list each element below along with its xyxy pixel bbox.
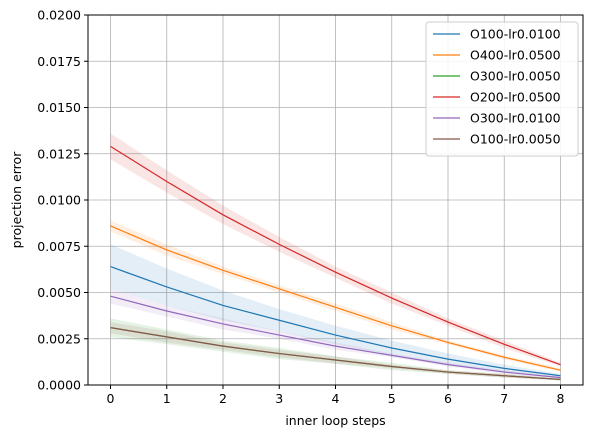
legend: O100-lr0.0100 O400-lr0.0500 O300-lr0.0050 O… xyxy=(425,21,579,157)
y-tick-label: 0.0125 xyxy=(37,146,81,161)
x-tick-label: 7 xyxy=(500,391,508,406)
x-tick-label: 5 xyxy=(388,391,396,406)
y-axis-ticks: 0.0000 0.0025 0.0050 0.0075 0.0100 0.0125 0.01… xyxy=(37,8,88,393)
legend-entry: O300-lr0.0100 xyxy=(470,111,561,126)
y-tick-label: 0.0025 xyxy=(37,331,81,346)
y-axis-label: projection error xyxy=(9,151,24,249)
x-tick-label: 0 xyxy=(107,391,115,406)
confidence-bands xyxy=(110,133,561,381)
series-band-0 xyxy=(110,244,561,378)
x-tick-label: 1 xyxy=(163,391,171,406)
legend-entry: O300-lr0.0050 xyxy=(470,69,561,84)
x-tick-label: 4 xyxy=(332,391,340,406)
y-tick-label: 0.0100 xyxy=(37,193,81,208)
x-axis-label: inner loop steps xyxy=(285,413,385,428)
y-tick-label: 0.0075 xyxy=(37,239,81,254)
series-lines xyxy=(110,145,561,381)
legend-entry: O400-lr0.0500 xyxy=(470,48,561,63)
x-tick-label: 6 xyxy=(444,391,452,406)
legend-box xyxy=(425,21,579,157)
series-line-3 xyxy=(110,145,561,366)
x-tick-label: 3 xyxy=(275,391,283,406)
y-tick-label: 0.0000 xyxy=(37,378,81,393)
series-line-5 xyxy=(110,327,561,381)
legend-entry: O100-lr0.0050 xyxy=(470,132,561,147)
legend-entry: O100-lr0.0100 xyxy=(470,27,561,42)
x-tick-label: 8 xyxy=(557,391,565,406)
y-tick-label: 0.0175 xyxy=(37,54,81,69)
y-tick-label: 0.0050 xyxy=(37,285,81,300)
x-tick-label: 2 xyxy=(219,391,227,406)
x-axis-ticks: 0 1 2 3 4 5 6 7 8 xyxy=(107,385,565,406)
series-line-1 xyxy=(110,225,561,371)
series-line-4 xyxy=(110,295,561,379)
y-tick-label: 0.0150 xyxy=(37,100,81,115)
y-tick-label: 0.0200 xyxy=(37,8,81,23)
legend-entry: O200-lr0.0500 xyxy=(470,90,561,105)
series-line-0 xyxy=(110,266,561,377)
